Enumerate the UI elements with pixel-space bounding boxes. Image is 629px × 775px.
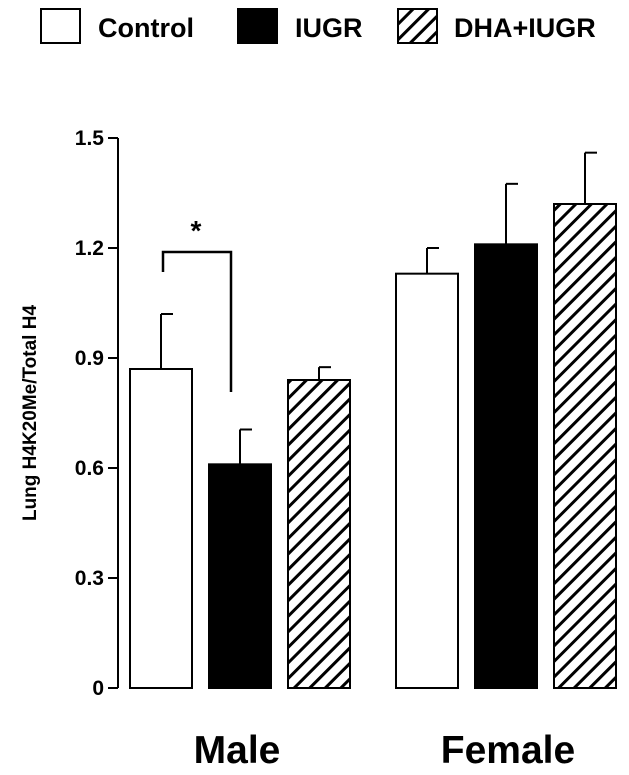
legend-item-dha-iugr: DHA+IUGR [397,8,596,44]
legend-label-iugr: IUGR [295,13,363,43]
error-bar-male-control [160,313,173,369]
significance-star: * [191,215,202,246]
legend-label-control: Control [98,13,194,43]
bar-female-iugr [474,243,538,689]
error-bar-male-dha-iugr [318,366,331,380]
y-axis-label: Lung H4K20Me/Total H4 [20,305,41,521]
legend-swatch-dha-iugr [397,8,438,44]
legend-item-iugr: IUGR [237,8,363,44]
y-tick-label: 1.2 [75,237,104,260]
legend-item-control: Control [40,8,194,44]
category-label-female: Female [441,729,575,772]
significance-bracket [161,250,233,392]
legend-swatch-iugr [237,8,278,44]
category-label-male: Male [194,729,281,772]
bar-male-dha-iugr [287,379,351,689]
error-bars [160,151,597,465]
y-tick-label: 0 [92,677,104,700]
error-bar-male-iugr [239,428,252,465]
error-bar-female-iugr [505,182,518,245]
bars [129,203,617,690]
error-bar-female-control [426,247,439,274]
legend-swatch-control [40,8,81,44]
y-tick-label: 1.5 [75,127,105,150]
y-tick-label: 0.3 [75,567,104,590]
bar-male-control [129,368,193,689]
error-bar-female-dha-iugr [584,151,597,204]
y-tick-label: 0.6 [75,457,104,480]
bar-male-iugr [208,463,272,690]
y-axis-ticks: 0 0.3 0.6 0.9 1.2 1.5 [75,127,118,700]
legend-label-dha-iugr: DHA+IUGR [454,13,596,43]
legend: Control IUGR DHA+IUGR [40,8,596,44]
bar-female-dha-iugr [553,203,617,689]
bar-female-control [395,272,459,689]
significance-annotation: * [161,215,233,392]
y-tick-label: 0.9 [75,347,104,370]
